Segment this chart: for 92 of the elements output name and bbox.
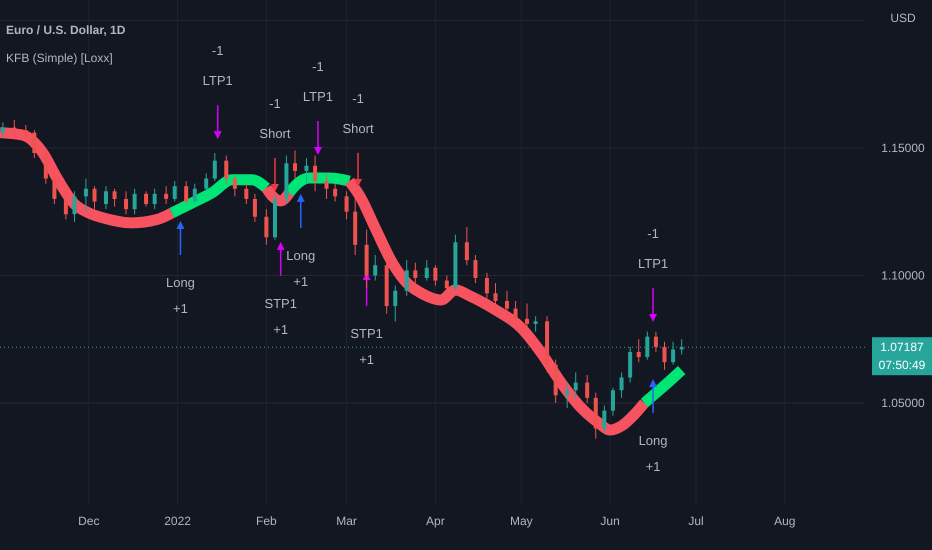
candlestick — [152, 188, 157, 210]
candlestick — [504, 290, 509, 317]
candlestick — [654, 331, 658, 352]
candlestick — [636, 338, 641, 363]
candlestick — [104, 186, 108, 210]
annotation: -1 Short — [342, 90, 374, 136]
candlestick — [72, 190, 76, 222]
candlestick — [264, 208, 268, 246]
x-tick-label: Jul — [688, 514, 704, 528]
annotation: STP1 +1 — [264, 296, 297, 337]
candlestick — [484, 272, 489, 299]
candlestick — [92, 186, 97, 210]
y-axis-title: USD — [890, 11, 916, 25]
candlestick — [424, 260, 429, 282]
candlestick — [662, 341, 667, 370]
point — [270, 184, 279, 192]
candlestick — [413, 262, 418, 284]
candlestick — [132, 188, 137, 215]
candlestick — [534, 316, 538, 332]
x-tick-label: Feb — [256, 514, 278, 528]
candlestick — [433, 264, 438, 286]
candlestick — [24, 124, 28, 138]
x-tick-label: Aug — [774, 514, 796, 528]
candlestick — [64, 188, 68, 220]
candlestick — [84, 178, 88, 212]
candlestick — [565, 382, 570, 409]
candlestick — [244, 183, 248, 205]
point — [176, 220, 184, 229]
x-tick-label: 2022 — [164, 514, 192, 528]
candlestick — [404, 260, 409, 296]
x-tick-label: May — [510, 514, 533, 528]
candlestick — [144, 190, 148, 208]
annotation: -1 Short — [259, 96, 291, 141]
candlestick — [124, 190, 128, 215]
candlestick — [204, 172, 208, 192]
text: KFB (Simple) [Loxx] — [6, 51, 113, 65]
candlestick — [324, 172, 329, 200]
candlestick — [464, 226, 469, 266]
candlestick — [620, 372, 624, 398]
candlestick — [164, 186, 168, 205]
annotation: Long +1 — [638, 433, 668, 474]
candlestick — [212, 152, 217, 182]
candlestick — [232, 175, 237, 197]
point — [214, 131, 222, 140]
point — [649, 379, 658, 388]
candlestick — [184, 180, 188, 205]
candlestick — [252, 193, 257, 222]
point — [314, 146, 322, 155]
y-tick-label: 1.10000 — [881, 268, 926, 282]
candlestick — [373, 254, 378, 282]
candlestick — [444, 274, 449, 292]
candlestick — [224, 155, 228, 184]
candlestick — [574, 372, 578, 401]
point — [354, 178, 362, 187]
y-tick-label: 1.05000 — [881, 396, 926, 410]
candlestick — [112, 188, 117, 208]
y-tick-label: 1.15000 — [881, 140, 926, 155]
candlestick — [585, 374, 590, 404]
ref-line-label: 1.07187 — [880, 340, 924, 354]
x-tick-label: Jun — [600, 514, 620, 528]
annotation: -1 LTP1 — [202, 43, 233, 88]
annotation: -1 LTP1 — [302, 58, 333, 104]
candlestick — [52, 168, 56, 205]
point — [296, 194, 305, 202]
candlestick — [473, 254, 478, 284]
candlestick — [344, 190, 349, 220]
annotation: Long +1 — [166, 274, 195, 316]
text: 07:50:49 — [878, 358, 926, 372]
point — [649, 314, 658, 322]
candlestick — [313, 155, 318, 192]
x-tick-label: Apr — [426, 514, 445, 528]
x-tick-label: Mar — [336, 514, 357, 528]
text: Euro / U.S. Dollar, 1D — [6, 23, 126, 37]
candlestick — [494, 282, 498, 310]
candlestick — [0, 122, 5, 138]
candlestick — [304, 158, 308, 184]
candlestick — [192, 183, 197, 205]
x-tick-label: Dec — [78, 514, 100, 528]
candlestick — [293, 150, 298, 180]
candlestick — [602, 405, 606, 434]
annotation: STP1 +1 — [350, 326, 383, 367]
candlestick — [514, 300, 518, 327]
candlestick — [610, 387, 615, 416]
candlestick — [172, 180, 177, 202]
annotation: Long +1 — [286, 248, 316, 289]
candlestick — [12, 119, 16, 136]
candlestick — [333, 183, 338, 202]
candlestick — [393, 285, 398, 322]
candlestick — [32, 130, 36, 159]
candlestick — [525, 303, 530, 332]
annotation: -1 LTP1 — [638, 226, 668, 272]
point — [276, 242, 285, 250]
